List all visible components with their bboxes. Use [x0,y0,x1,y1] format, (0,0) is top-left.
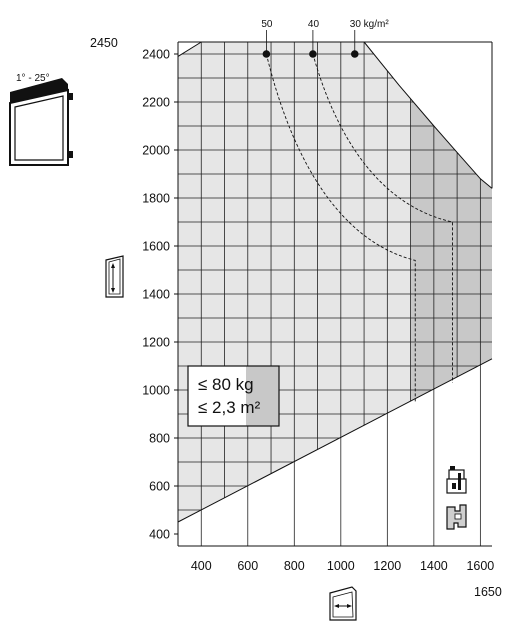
y-tick-label: 800 [149,432,170,446]
load-curve-label: 40 [308,19,320,30]
y-tick-label: 1800 [142,192,170,206]
hinge-alt-icon [446,504,467,530]
x-tick-label: 1400 [420,559,448,573]
y-tick-label: 1600 [142,240,170,254]
window-width-icon [329,586,357,621]
y-tick-label: 600 [149,480,170,494]
y-tick-label: 400 [149,528,170,542]
load-curve-labels: 50 40 30 kg/m² [261,19,389,58]
spec-weight: ≤ 80 kg [198,375,254,394]
y-tick-label: 2000 [142,144,170,158]
x-tick-label: 1000 [327,559,355,573]
load-curve-line [312,53,453,383]
load-curve-line [265,53,416,402]
load-curve-label: 50 [261,19,273,30]
window-angle-icon: 1° - 25° [9,73,73,166]
x-axis-max-label: 1650 [474,585,502,599]
x-tick-label: 1200 [373,559,401,573]
y-axis-max-label: 2450 [90,36,118,50]
x-tick-label: 800 [284,559,305,573]
load-curves [265,53,453,402]
hinge-icon [446,466,467,494]
x-tick-label: 1600 [466,559,494,573]
y-tick-label: 1400 [142,288,170,302]
spec-box: ≤ 80 kg ≤ 2,3 m² [187,365,280,427]
y-tick-label: 2400 [142,48,170,62]
y-tick-label: 1000 [142,384,170,398]
load-curve-label: 30 kg/m² [350,19,390,30]
spec-area: ≤ 2,3 m² [198,398,261,417]
y-axis-ticks: 400 600 800 1000 1200 1400 1600 1800 2000 2200 240… [142,48,178,542]
window-height-icon [105,255,124,298]
y-tick-label: 2200 [142,96,170,110]
x-tick-label: 400 [191,559,212,573]
x-tick-label: 600 [237,559,258,573]
y-tick-label: 1200 [142,336,170,350]
x-axis-ticks: 400 600 800 1000 1200 1400 1600 [191,559,494,573]
angle-label: 1° - 25° [16,73,50,84]
